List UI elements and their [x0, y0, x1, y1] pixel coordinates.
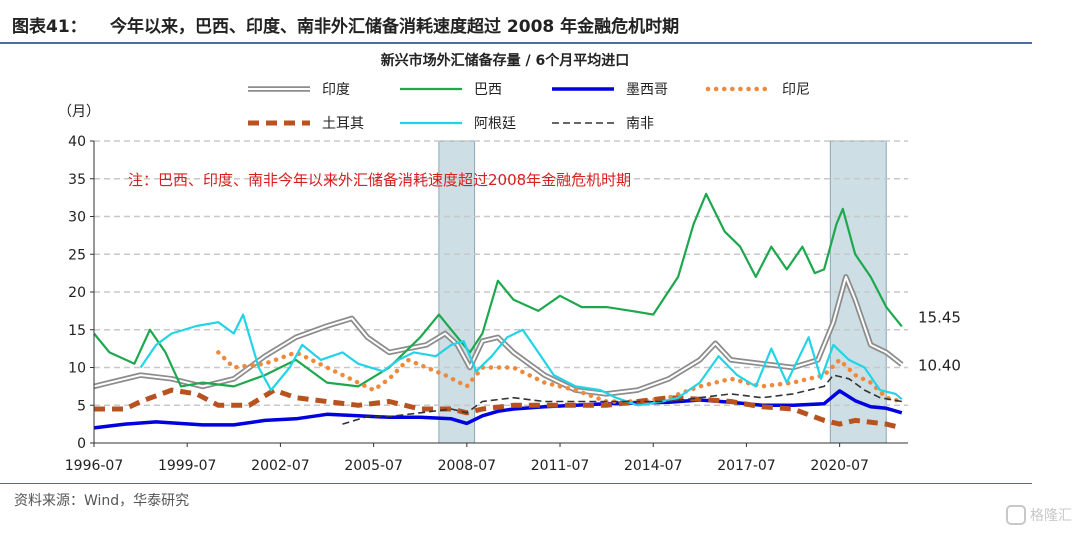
series-4	[216, 350, 905, 404]
x-tick-label: 2005-07	[344, 458, 403, 474]
series-line	[139, 313, 903, 407]
watermark-text: 格隆汇	[1030, 508, 1072, 524]
legend-label: 巴西	[474, 82, 502, 98]
y-tick-label: 0	[77, 436, 86, 452]
series-7	[342, 374, 902, 425]
series-3	[93, 389, 903, 430]
y-tick-label: 35	[68, 172, 86, 188]
y-tick-label: 30	[68, 210, 86, 226]
legend-item: 巴西	[400, 82, 502, 98]
header-divider	[0, 42, 1032, 44]
x-tick-label: 2014-07	[624, 458, 683, 474]
watermark-logo-icon	[1006, 505, 1026, 525]
end-value-label: 15.45	[918, 308, 961, 326]
x-tick-label: 2017-07	[717, 458, 776, 474]
x-tick-label: 1996-07	[65, 458, 124, 474]
legend-label: 印尼	[782, 82, 810, 98]
y-tick-label: 15	[68, 323, 86, 339]
y-axis-label: （月）	[58, 104, 100, 120]
axes: 0 5 10 15 20 25 30 35 40 1996-07 1999-07 2002-07 200…	[65, 134, 908, 474]
source-note: 资料来源：Wind，华泰研究	[14, 493, 190, 509]
series-2	[93, 192, 903, 388]
series-1	[93, 274, 904, 397]
x-tick-label: 2011-07	[531, 458, 590, 474]
x-tick-label: 2002-07	[251, 458, 310, 474]
end-value-label: 10.40	[918, 356, 961, 374]
x-tick-label: 2020-07	[810, 458, 869, 474]
series-layer	[93, 192, 905, 431]
series-line	[93, 275, 903, 395]
watermark: 格隆汇	[1006, 505, 1072, 525]
y-tick-label: 40	[68, 134, 86, 150]
legend-label: 土耳其	[322, 116, 364, 132]
y-tick-label: 10	[68, 361, 86, 377]
legend-item: 印尼	[705, 82, 810, 98]
legend-item: 南非	[552, 116, 654, 132]
legend-item: 印度	[248, 82, 350, 98]
series-line	[216, 350, 905, 404]
chart-annotation: 注：巴西、印度、南非今年以来外汇储备消耗速度超过2008年金融危机时期	[128, 171, 631, 189]
legend-item: 阿根廷	[400, 116, 516, 132]
figure-title: 今年以来，巴西、印度、南非外汇储备消耗速度超过 2008 年金融危机时期	[110, 17, 680, 37]
legend-label: 南非	[626, 116, 654, 132]
footer-divider	[0, 483, 1032, 484]
figure-header: 图表41： 今年以来，巴西、印度、南非外汇储备消耗速度超过 2008 年金融危机…	[0, 0, 1080, 44]
series-line	[93, 192, 903, 388]
legend-label: 印度	[322, 82, 350, 98]
legend-label: 墨西哥	[626, 82, 668, 98]
series-line	[93, 389, 903, 430]
y-tick-label: 20	[68, 285, 86, 301]
x-tick-label: 1999-07	[158, 458, 217, 474]
y-tick-label: 25	[68, 247, 86, 263]
series-6	[139, 313, 903, 407]
y-tick-label: 5	[77, 398, 86, 414]
figure-number: 图表41：	[12, 17, 87, 37]
series-5	[94, 387, 903, 431]
legend-item: 墨西哥	[552, 82, 668, 98]
series-line	[93, 274, 904, 397]
x-tick-label: 2008-07	[438, 458, 497, 474]
chart-title: 新兴市场外汇储备存量 / 6个月平均进口	[381, 52, 630, 69]
legend-item: 土耳其	[248, 116, 364, 132]
series-line	[94, 387, 903, 431]
legend-label: 阿根廷	[474, 116, 516, 132]
series-line	[342, 374, 902, 425]
end-labels: 15.45 10.40	[918, 308, 961, 374]
